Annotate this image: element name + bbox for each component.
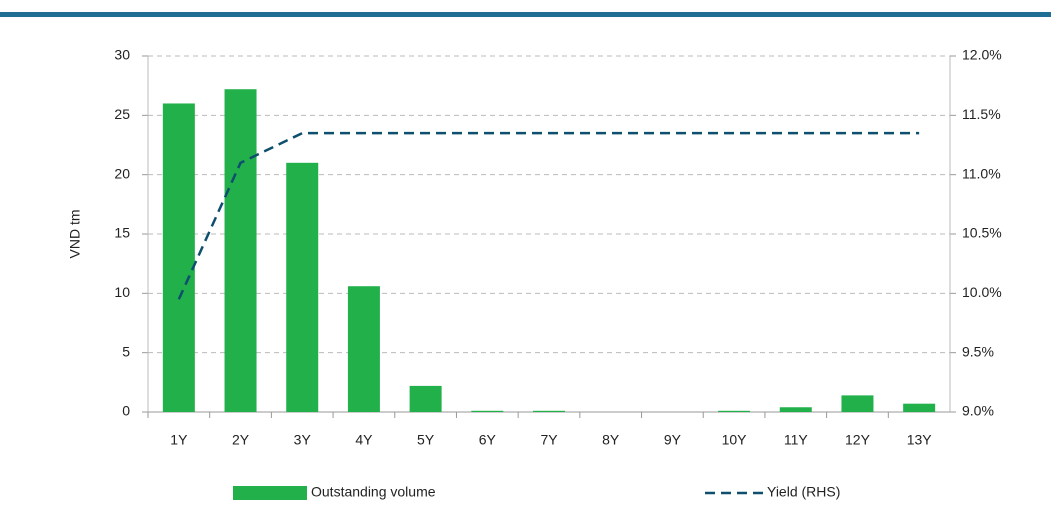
- y2-tick-label: 12.0%: [962, 47, 1002, 63]
- bar: [841, 395, 874, 412]
- x-tick-label: 1Y: [170, 432, 188, 448]
- y-tick-label: 20: [114, 165, 130, 181]
- x-tick-label: 6Y: [479, 432, 497, 448]
- y-tick-label: 5: [122, 343, 130, 359]
- y-tick-label: 0: [122, 403, 130, 419]
- x-tick-label: 9Y: [664, 432, 682, 448]
- bar: [409, 385, 442, 412]
- bar: [162, 103, 195, 412]
- y-tick-label: 15: [114, 225, 130, 241]
- x-tick-label: 8Y: [602, 432, 620, 448]
- y2-tick-label: 11.5%: [962, 106, 1001, 122]
- line: [177, 131, 920, 300]
- bar: [533, 410, 565, 412]
- y-tick-label: 10: [114, 284, 130, 300]
- legend-label: Yield (RHS): [767, 484, 840, 500]
- y2-tick-label: 11.0%: [962, 165, 1001, 181]
- y2-tick-label: 10.0%: [962, 284, 1002, 300]
- bar: [347, 286, 380, 412]
- y-tick-label: 30: [114, 47, 130, 63]
- legend-swatch: [233, 486, 307, 500]
- bar: [903, 403, 936, 412]
- x-tick-label: 2Y: [232, 432, 250, 448]
- y2-tick-label: 9.5%: [962, 343, 994, 359]
- x-tick-label: 13Y: [907, 432, 933, 448]
- x-tick-label: 4Y: [355, 432, 373, 448]
- y-tick-label: 25: [114, 106, 130, 122]
- legend-label: Outstanding volume: [311, 484, 436, 500]
- x-tick-label: 3Y: [294, 432, 312, 448]
- bar: [286, 162, 319, 412]
- x-tick-label: 10Y: [722, 432, 748, 448]
- x-tick-label: 11Y: [784, 432, 809, 448]
- y-axis-label: VND tm: [67, 210, 83, 259]
- x-tick-label: 12Y: [845, 432, 871, 448]
- y2-tick-label: 9.0%: [962, 403, 994, 419]
- bar: [224, 89, 257, 412]
- bar: [471, 410, 504, 412]
- x-tick-label: 5Y: [417, 432, 435, 448]
- bar: [779, 407, 812, 412]
- x-tick-label: 7Y: [540, 432, 558, 448]
- bar: [718, 410, 751, 412]
- header-rule: [0, 12, 1051, 17]
- y2-tick-label: 10.5%: [962, 225, 1002, 241]
